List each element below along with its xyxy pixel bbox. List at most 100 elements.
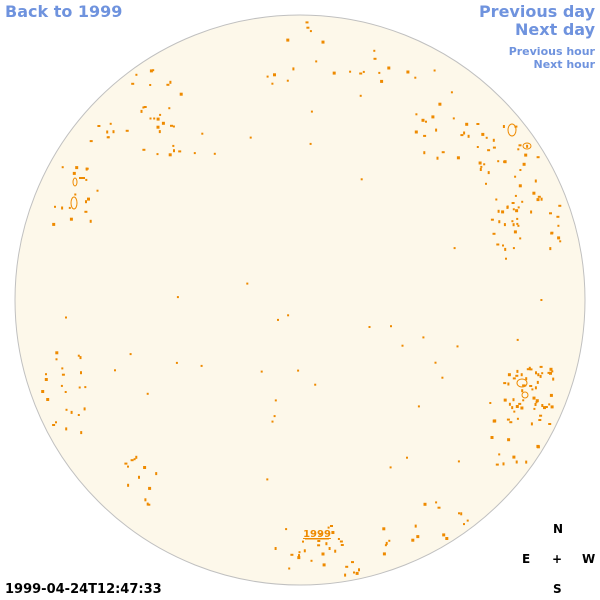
magnetic-feature (172, 144, 175, 147)
magnetic-feature (456, 156, 460, 160)
magnetic-feature (452, 117, 455, 120)
magnetic-feature (68, 206, 71, 209)
compass-north: N (553, 522, 564, 536)
magnetic-feature (506, 418, 510, 421)
magnetic-feature (292, 67, 295, 71)
magnetic-feature (169, 80, 172, 84)
magnetic-feature (550, 405, 554, 409)
magnetic-feature (495, 463, 499, 466)
magnetic-feature-loop (507, 123, 517, 137)
magnetic-feature (85, 178, 88, 181)
magnetic-feature (519, 169, 522, 171)
magnetic-feature (200, 364, 203, 367)
magnetic-feature (61, 166, 64, 169)
previous-hour-link[interactable]: Previous hour (508, 45, 595, 58)
magnetic-feature (536, 198, 540, 202)
magnetic-feature (525, 460, 528, 464)
magnetic-feature (478, 161, 482, 165)
magnetic-feature (260, 370, 263, 373)
magnetic-feature (176, 296, 179, 299)
magnetic-feature (460, 512, 463, 516)
magnetic-feature (72, 171, 76, 175)
magnetic-feature (168, 153, 172, 157)
magnetic-feature (382, 552, 386, 556)
magnetic-feature (401, 344, 404, 347)
magnetic-feature (536, 445, 540, 449)
magnetic-feature (277, 318, 279, 321)
magnetic-feature (303, 549, 306, 553)
magnetic-feature (97, 125, 101, 127)
magnetic-feature (502, 125, 505, 128)
magnetic-feature (516, 417, 519, 420)
magnetic-feature (529, 385, 533, 387)
magnetic-feature (535, 371, 537, 375)
magnetic-feature (358, 568, 360, 572)
magnetic-feature (425, 120, 427, 123)
magnetic-feature (353, 571, 355, 574)
magnetic-feature (481, 132, 485, 136)
magnetic-feature (509, 421, 513, 424)
magnetic-feature (127, 483, 130, 487)
magnetic-feature (434, 361, 437, 364)
magnetic-feature (483, 163, 486, 166)
magnetic-feature (74, 193, 77, 196)
magnetic-feature (149, 69, 153, 73)
magnetic-feature (85, 200, 87, 204)
magnetic-feature (438, 102, 442, 106)
magnetic-feature (490, 436, 494, 439)
next-day-link[interactable]: Next day (515, 20, 595, 39)
magnetic-feature (463, 523, 465, 526)
magnetic-feature (55, 351, 59, 355)
magnetic-feature (337, 538, 340, 540)
magnetic-feature (516, 369, 519, 373)
magnetic-feature (84, 210, 88, 213)
magnetic-feature (339, 540, 343, 543)
magnetic-feature (319, 533, 322, 536)
back-to-year-link[interactable]: Back to 1999 (5, 2, 123, 21)
magnetic-feature (52, 222, 56, 226)
magnetic-feature (360, 178, 363, 181)
magnetic-feature (266, 75, 269, 78)
magnetic-feature (515, 374, 519, 377)
magnetic-feature (273, 73, 276, 77)
magnetic-feature (355, 571, 359, 575)
magnetic-feature (465, 122, 469, 126)
magnetic-feature (530, 210, 533, 214)
magnetic-feature (146, 502, 149, 506)
magnetic-feature (557, 224, 560, 227)
magnetic-feature (526, 144, 529, 148)
magnetic-feature (490, 218, 494, 221)
magnetic-feature (274, 547, 277, 550)
magnetic-feature (538, 419, 542, 421)
magnetic-feature (384, 544, 387, 547)
year-link[interactable]: 1999 (303, 529, 331, 540)
magnetic-feature (535, 399, 539, 403)
magnetic-features (41, 21, 562, 577)
magnetic-feature (518, 184, 522, 188)
magnetic-feature (485, 136, 488, 139)
magnetic-feature (158, 130, 161, 134)
magnetic-feature (297, 369, 300, 372)
magnetic-feature (511, 202, 515, 204)
magnetic-feature (135, 455, 138, 459)
magnetic-feature (156, 117, 160, 121)
previous-day-link[interactable]: Previous day (478, 2, 595, 21)
magnetic-feature (422, 336, 425, 339)
magnetic-feature (519, 237, 522, 240)
magnetic-feature (466, 519, 469, 522)
magnetic-feature (135, 73, 138, 76)
magnetic-feature (201, 132, 204, 135)
magnetic-feature (504, 247, 507, 251)
magnetic-feature (387, 66, 391, 70)
next-hour-link[interactable]: Next hour (533, 58, 596, 71)
magnetic-feature (514, 125, 518, 128)
magnetic-feature (534, 386, 537, 390)
magnetic-feature (539, 365, 543, 368)
magnetic-feature (153, 117, 156, 120)
magnetic-feature (156, 125, 160, 129)
magnetic-feature (557, 236, 561, 240)
magnetic-feature (512, 398, 515, 402)
magnetic-feature (492, 232, 496, 235)
magnetic-feature (516, 222, 519, 225)
